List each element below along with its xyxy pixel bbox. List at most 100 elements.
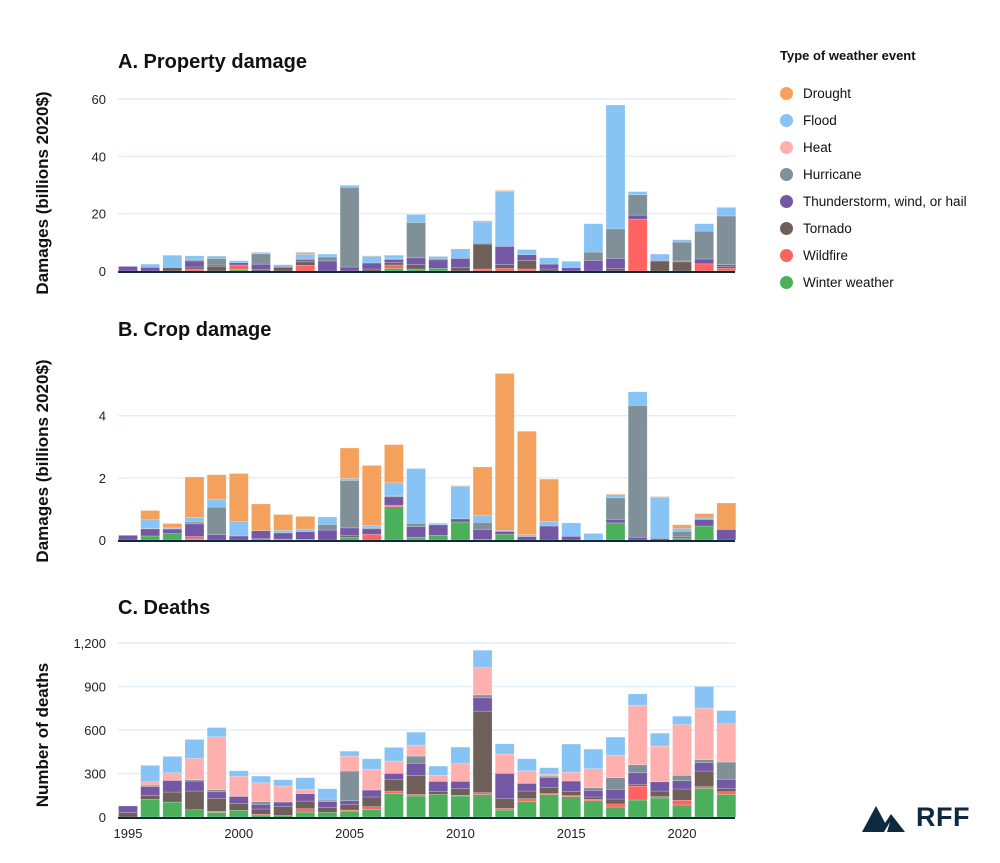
bar-segment-drought-2003 <box>295 252 316 255</box>
bar-segment-flood-1997 <box>162 254 183 268</box>
bar-segment-tornado-2011 <box>472 243 493 270</box>
bar-segment-flood-2001 <box>251 775 271 784</box>
x-tick-label: 2020 <box>668 826 697 841</box>
bar-segment-hurricane-1999 <box>206 258 227 266</box>
bar-segment-flood-1999 <box>206 255 227 259</box>
bar-segment-wildfire-2012 <box>494 268 515 272</box>
bar-segment-flood-2010 <box>450 746 471 764</box>
bar-segment-drought-2011 <box>472 220 493 223</box>
bar-segment-winter-weather-1996 <box>140 535 160 541</box>
bar-segment-tornado-2007 <box>384 262 404 266</box>
bar-segment-flood-2002 <box>273 779 293 787</box>
bar-segment-flood-2015 <box>561 260 582 268</box>
bar-segment-heat-2007 <box>384 760 404 774</box>
bar-segment-winter-weather-2000 <box>229 810 249 818</box>
bar-segment-wildfire-2006 <box>361 534 382 541</box>
bar-segment-thunderstorm-wind-or-hail-1998 <box>184 780 205 792</box>
bar-segment-thunderstorm-wind-or-hail-2022 <box>716 529 737 541</box>
bar-segment-drought-2010 <box>450 485 471 487</box>
bar-segment-wildfire-2022 <box>716 268 737 272</box>
bar-segment-winter-weather-2017 <box>605 806 626 818</box>
bar-segment-hurricane-2020 <box>672 530 692 538</box>
bar-segment-flood-1997 <box>162 756 183 774</box>
bar-segment-winter-weather-2009 <box>428 268 449 272</box>
bar-segment-thunderstorm-wind-or-hail-2007 <box>384 773 404 780</box>
bar-segment-thunderstorm-wind-or-hail-2003 <box>295 793 316 802</box>
bar-segment-drought-2021 <box>694 513 714 519</box>
bar-segment-wildfire-2013 <box>517 798 537 802</box>
bar-segment-thunderstorm-wind-or-hail-2006 <box>361 262 382 270</box>
bar-segment-flood-2018 <box>627 391 648 406</box>
bar-segment-thunderstorm-wind-or-hail-2014 <box>539 525 559 541</box>
bar-segment-tornado-2019 <box>650 790 670 797</box>
bar-segment-flood-2006 <box>361 758 382 770</box>
bar-segment-flood-2007 <box>384 482 404 497</box>
bar-segment-flood-2013 <box>517 758 537 772</box>
bar-segment-hurricane-2005 <box>339 770 360 802</box>
bar-segment-tornado-1999 <box>206 797 227 812</box>
bar-segment-thunderstorm-wind-or-hail-2010 <box>450 258 471 268</box>
y-tick-label: 1,200 <box>73 636 106 651</box>
bar-segment-hurricane-2021 <box>694 230 714 260</box>
bar-segment-drought-2020 <box>672 524 692 529</box>
bar-segment-flood-2011 <box>472 515 493 523</box>
bar-segment-flood-2003 <box>295 777 316 790</box>
bar-segment-heat-2022 <box>716 723 737 763</box>
bar-segment-flood-2022 <box>716 207 737 217</box>
bar-segment-hurricane-2022 <box>716 215 737 265</box>
bar-segment-heat-2013 <box>517 770 537 784</box>
bar-segment-heat-1999 <box>206 736 227 791</box>
bar-segment-heat-2008 <box>406 744 426 757</box>
bar-segment-wildfire-2007 <box>384 504 404 508</box>
bar-segment-flood-2013 <box>517 249 537 255</box>
bar-segment-wildfire-2000 <box>229 264 249 270</box>
bar-segment-tornado-1997 <box>162 791 183 803</box>
bar-segment-tornado-2019 <box>650 260 670 272</box>
bar-segment-flood-2003 <box>295 528 316 532</box>
bar-segment-flood-2009 <box>428 256 449 259</box>
bar-segment-flood-2014 <box>539 521 559 527</box>
bar-segment-flood-2004 <box>317 516 338 525</box>
bar-segment-wildfire-2021 <box>694 786 714 789</box>
bar-segment-thunderstorm-wind-or-hail-2008 <box>406 257 426 265</box>
bar-segment-flood-2011 <box>472 649 493 668</box>
bar-segment-heat-1996 <box>140 781 160 786</box>
bar-segment-tornado-2009 <box>428 791 449 795</box>
bar-segment-thunderstorm-wind-or-hail-2015 <box>561 535 582 541</box>
bar-segment-hurricane-2005 <box>339 186 360 268</box>
bar-segment-tornado-2017 <box>605 798 626 805</box>
bar-segment-flood-2010 <box>450 248 471 259</box>
bar-segment-thunderstorm-wind-or-hail-2005 <box>339 800 360 805</box>
bar-segment-hurricane-2016 <box>583 787 604 791</box>
bar-segment-tornado-2000 <box>229 803 249 811</box>
bar-segment-flood-2016 <box>583 223 604 253</box>
bar-segment-thunderstorm-wind-or-hail-2006 <box>361 789 382 798</box>
legend-item: Thunderstorm, wind, or hail <box>780 188 967 215</box>
bar-segment-drought-1997 <box>162 523 183 529</box>
bar-segment-wildfire-2018 <box>627 785 648 801</box>
bar-segment-thunderstorm-wind-or-hail-2000 <box>229 535 249 541</box>
y-tick-label: 20 <box>92 207 106 222</box>
bar-segment-flood-2020 <box>672 715 692 725</box>
bar-segment-thunderstorm-wind-or-hail-2012 <box>494 246 515 265</box>
bar-segment-drought-2006 <box>361 465 382 526</box>
bar-segment-flood-2001 <box>251 252 271 255</box>
bar-segment-flood-2007 <box>384 747 404 762</box>
bar-segment-thunderstorm-wind-or-hail-1995 <box>118 535 138 541</box>
bar-segment-tornado-2021 <box>694 770 714 787</box>
bar-segment-tornado-2006 <box>361 268 382 272</box>
bar-segment-flood-2005 <box>339 750 360 757</box>
bar-segment-hurricane-2020 <box>672 775 692 782</box>
bar-segment-tornado-2001 <box>251 808 271 815</box>
bar-segment-flood-2000 <box>229 770 249 777</box>
bar-segment-thunderstorm-wind-or-hail-2004 <box>317 801 338 808</box>
bar-segment-thunderstorm-wind-or-hail-2021 <box>694 519 714 527</box>
legend-label: Hurricane <box>803 167 862 182</box>
bar-segment-flood-1996 <box>140 765 160 783</box>
bar-segment-winter-weather-2006 <box>361 809 382 818</box>
bar-segment-winter-weather-2017 <box>605 522 626 541</box>
bar-segment-thunderstorm-wind-or-hail-2019 <box>650 781 670 792</box>
bar-segment-tornado-2015 <box>561 791 582 796</box>
bar-segment-tornado-2010 <box>450 788 471 796</box>
bar-segment-flood-2002 <box>273 530 293 534</box>
